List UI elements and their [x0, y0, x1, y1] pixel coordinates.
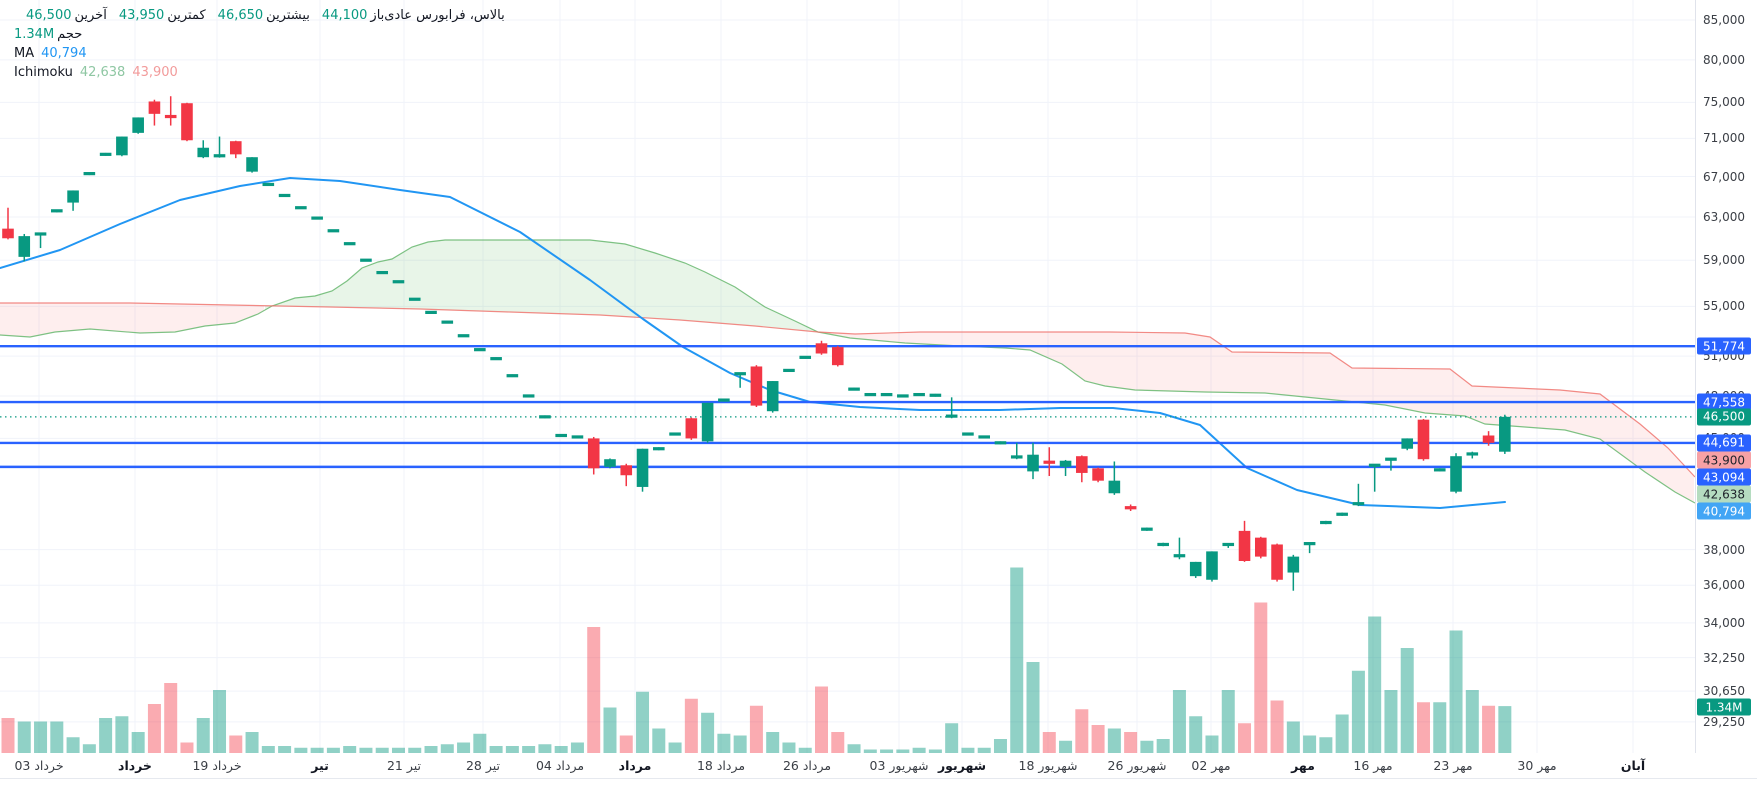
time-tick: 18 شهریور	[1018, 758, 1078, 773]
price-tick: 29,250	[1703, 714, 1745, 729]
price-badge[interactable]: 51,774	[1697, 337, 1751, 355]
price-axis[interactable]: 85,000 80,000 75,000 71,000 67,000 63,000 59,0…	[1695, 0, 1757, 753]
legend-ohlc-row: بالاس، فرابورس عادی باز 44,100 بیشترین 4…	[14, 8, 505, 23]
legend-volume-row: حجم 1.34M	[14, 27, 505, 42]
price-tick: 59,000	[1703, 253, 1745, 268]
price-badge[interactable]: 47,558	[1697, 393, 1751, 411]
legend-ichimoku-row[interactable]: Ichimoku 42,638 43,900	[14, 65, 178, 80]
stat-high: بیشترین 46,650	[217, 8, 310, 23]
time-tick: 03 شهریور	[869, 758, 929, 773]
price-tick: 85,000	[1703, 13, 1745, 27]
chart-legend: بالاس، فرابورس عادی باز 44,100 بیشترین 4…	[14, 8, 505, 84]
price-badge[interactable]: 1.34M	[1697, 698, 1751, 716]
price-tick: 55,000	[1703, 299, 1745, 314]
price-badge[interactable]: 43,900	[1697, 451, 1751, 469]
price-tick: 36,000	[1703, 578, 1745, 593]
price-badge[interactable]: 43,094	[1697, 468, 1751, 486]
stat-last: آخرین 46,500	[26, 8, 107, 23]
time-tick: 30 مهر	[1517, 758, 1557, 773]
symbol-name[interactable]: بالاس، فرابورس عادی	[384, 8, 505, 23]
time-tick: 03 خرداد	[14, 758, 64, 773]
time-tick: 28 تیر	[465, 758, 501, 773]
time-tick: 19 خرداد	[192, 758, 242, 773]
price-badge[interactable]: 46,500	[1697, 408, 1751, 426]
time-tick: 02 مهر	[1191, 758, 1231, 773]
price-tick: 75,000	[1703, 95, 1745, 110]
time-tick: 16 مهر	[1353, 758, 1393, 773]
price-badge[interactable]: 44,691	[1697, 434, 1751, 452]
time-tick: مرداد	[618, 758, 652, 773]
time-tick: 04 مرداد	[535, 758, 585, 773]
time-tick: خرداد	[118, 758, 152, 773]
time-tick: 26 شهریور	[1107, 758, 1167, 773]
stat-volume: حجم 1.34M	[14, 27, 83, 42]
stat-open: باز 44,100	[321, 8, 385, 23]
time-tick: 18 مرداد	[696, 758, 746, 773]
price-tick: 80,000	[1703, 52, 1745, 67]
price-tick: 63,000	[1703, 210, 1745, 225]
price-badge[interactable]: 40,794	[1697, 502, 1751, 520]
stat-low: کمترین 43,950	[118, 8, 206, 23]
time-tick: آبان	[1620, 758, 1646, 773]
price-tick: 34,000	[1703, 615, 1745, 630]
time-tick: مهر	[1291, 758, 1315, 773]
price-tick: 32,250	[1703, 650, 1745, 665]
time-tick: 23 مهر	[1433, 758, 1473, 773]
time-axis[interactable]: 03 خرداد خرداد 19 خرداد تیر 21 تیر 28 تیر 04 م…	[0, 754, 1757, 779]
price-tick: 71,000	[1703, 131, 1745, 146]
legend-ma-row[interactable]: MA 40,794	[14, 46, 87, 61]
time-tick: شهریور	[937, 758, 987, 773]
price-tick: 38,000	[1703, 542, 1745, 557]
price-tick: 30,650	[1703, 684, 1745, 699]
time-tick: تیر	[311, 758, 329, 773]
time-tick: 21 تیر	[386, 758, 422, 773]
price-tick: 67,000	[1703, 169, 1745, 184]
price-badge[interactable]: 42,638	[1697, 485, 1751, 503]
time-tick: 26 مرداد	[782, 758, 832, 773]
